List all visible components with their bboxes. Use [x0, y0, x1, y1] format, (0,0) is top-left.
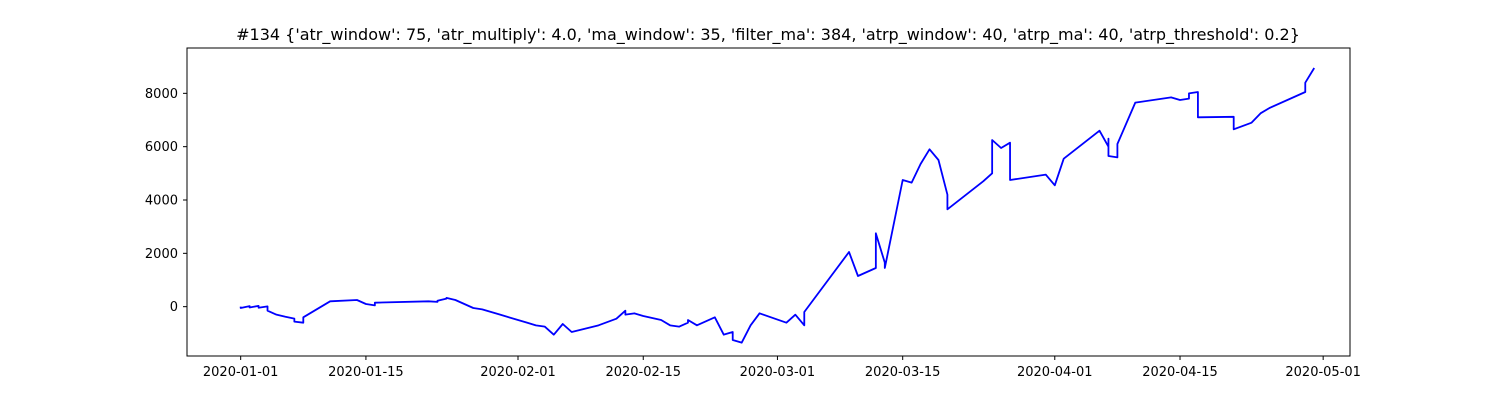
y-axis: 0 2000 4000 6000 8000 [145, 87, 187, 315]
y-tick-label: 4000 [145, 194, 178, 209]
y-tick-label: 6000 [145, 140, 178, 155]
x-tick-label: 2020-01-15 [328, 365, 404, 380]
x-tick-label: 2020-04-15 [1142, 365, 1218, 380]
y-tick-label: 2000 [145, 247, 178, 262]
x-axis: 2020-01-01 2020-01-15 2020-02-01 2020-02-15… [203, 356, 1361, 380]
series-line [239, 67, 1315, 344]
x-tick-label: 2020-05-01 [1285, 365, 1361, 380]
chart-title: #134 {'atr_window': 75, 'atr_multiply': … [236, 25, 1300, 45]
x-tick-label: 2020-03-01 [740, 365, 816, 380]
plot-area-frame [186, 47, 1351, 357]
y-tick-label: 8000 [145, 87, 178, 102]
y-tick-label: 0 [170, 300, 178, 315]
x-tick-label: 2020-03-15 [865, 365, 941, 380]
x-tick-label: 2020-02-01 [480, 365, 556, 380]
x-tick-label: 2020-01-01 [203, 365, 279, 380]
x-tick-label: 2020-04-01 [1017, 365, 1093, 380]
series-layer [239, 67, 1315, 344]
x-tick-label: 2020-02-15 [605, 365, 681, 380]
